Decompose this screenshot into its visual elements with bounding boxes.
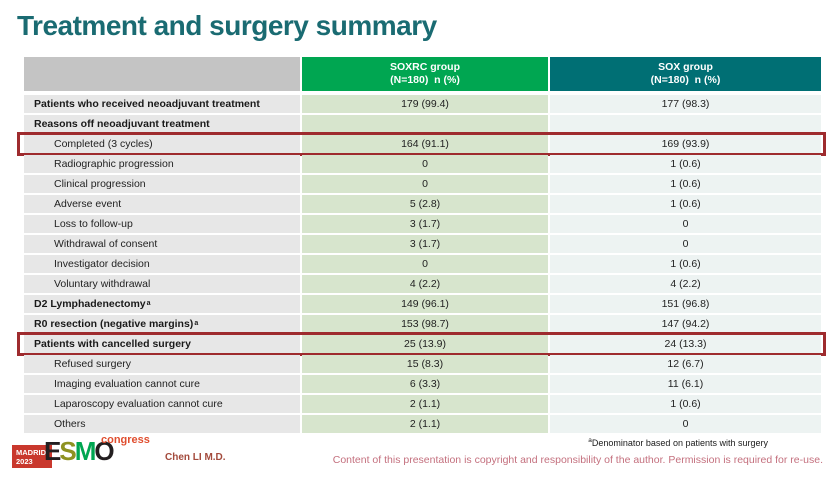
row-label: Voluntary withdrawal: [24, 275, 300, 293]
sox-value: 12 (6.7): [550, 355, 821, 373]
table-row: Clinical progression 0 1 (0.6): [24, 175, 821, 193]
logo-year: 2023: [16, 456, 33, 466]
table-row: Patients with cancelled surgery 25 (13.9)…: [17, 332, 826, 356]
sox-value: 1 (0.6): [550, 395, 821, 413]
row-label: Adverse event: [24, 195, 300, 213]
row-label: Radiographic progression: [24, 155, 300, 173]
table-row: D2 Lymphadenectomy a 149 (96.1) 151 (96.8): [24, 295, 821, 313]
row-label: Patients with cancelled surgery: [24, 335, 300, 353]
sox-value: 151 (96.8): [550, 295, 821, 313]
sox-value: 1 (0.6): [550, 255, 821, 273]
table-row: Reasons off neoadjuvant treatment: [24, 115, 821, 133]
madrid-2023-badge: MADRID 2023: [12, 445, 52, 468]
sox-value: 0: [550, 235, 821, 253]
row-label: Refused surgery: [24, 355, 300, 373]
soxrc-value: 0: [302, 175, 548, 193]
row-label: Patients who received neoadjuvant treatm…: [24, 95, 300, 113]
table-row: Refused surgery 15 (8.3) 12 (6.7): [24, 355, 821, 373]
sox-group-n: (N=180) n (%): [650, 74, 721, 86]
esmo-congress-logo: MADRID 2023 ESMO congress: [10, 434, 150, 472]
row-label: Loss to follow-up: [24, 215, 300, 233]
sox-value: 1 (0.6): [550, 155, 821, 173]
soxrc-value: 5 (2.8): [302, 195, 548, 213]
table-row: Adverse event 5 (2.8) 1 (0.6): [24, 195, 821, 213]
esmo-letter: O: [94, 436, 114, 466]
soxrc-value: 25 (13.9): [302, 335, 548, 353]
author-name: Chen LI M.D.: [165, 452, 226, 463]
table-body: Patients who received neoadjuvant treatm…: [17, 95, 826, 433]
row-label: Reasons off neoadjuvant treatment: [24, 115, 300, 133]
table-row: Completed (3 cycles) 164 (91.1) 169 (93.9): [17, 132, 826, 156]
logo-city: MADRID: [16, 447, 46, 457]
sox-value: 24 (13.3): [550, 335, 821, 353]
soxrc-value: 0: [302, 255, 548, 273]
table-header-row: SOXRC group (N=180) n (%) SOX group (N=1…: [24, 57, 821, 91]
soxrc-value: 4 (2.2): [302, 275, 548, 293]
table-row: Radiographic progression 0 1 (0.6): [24, 155, 821, 173]
table-footnote: aDenominator based on patients with surg…: [588, 437, 768, 448]
row-label: Investigator decision: [24, 255, 300, 273]
table-row: Others 2 (1.1) 0: [24, 415, 821, 433]
sox-value: 11 (6.1): [550, 375, 821, 393]
soxrc-value: 2 (1.1): [302, 395, 548, 413]
soxrc-group-n: (N=180) n (%): [390, 74, 460, 86]
header-cell-sox: SOX group (N=180) n (%): [550, 57, 821, 91]
row-label: Withdrawal of consent: [24, 235, 300, 253]
soxrc-value: 2 (1.1): [302, 415, 548, 433]
sox-value: 169 (93.9): [550, 135, 821, 153]
row-label: Laparoscopy evaluation cannot cure: [24, 395, 300, 413]
esmo-letter: S: [59, 436, 76, 466]
sox-value: 147 (94.2): [550, 315, 821, 333]
sox-value: 1 (0.6): [550, 175, 821, 193]
table-row: Loss to follow-up 3 (1.7) 0: [24, 215, 821, 233]
row-label: D2 Lymphadenectomy a: [24, 295, 300, 313]
sox-group-name: SOX group: [658, 60, 713, 73]
table-row: Voluntary withdrawal 4 (2.2) 4 (2.2): [24, 275, 821, 293]
footnote-text: Denominator based on patients with surge…: [591, 438, 768, 448]
soxrc-value: 6 (3.3): [302, 375, 548, 393]
table-row: Investigator decision 0 1 (0.6): [24, 255, 821, 273]
soxrc-value: 3 (1.7): [302, 235, 548, 253]
soxrc-group-name: SOXRC group: [390, 60, 460, 73]
row-label: Completed (3 cycles): [24, 135, 300, 153]
sox-value: 0: [550, 215, 821, 233]
header-cell-blank: [24, 57, 300, 91]
summary-table: SOXRC group (N=180) n (%) SOX group (N=1…: [17, 57, 826, 435]
soxrc-value: 0: [302, 155, 548, 173]
soxrc-value: 153 (98.7): [302, 315, 548, 333]
sox-value: 1 (0.6): [550, 195, 821, 213]
copyright-notice: Content of this presentation is copyrigh…: [332, 454, 823, 466]
esmo-letter: E: [44, 436, 61, 466]
soxrc-value: 3 (1.7): [302, 215, 548, 233]
table-row: Withdrawal of consent 3 (1.7) 0: [24, 235, 821, 253]
esmo-letters: ESMO: [44, 436, 115, 466]
footnote-marker: a: [588, 437, 592, 444]
table-row: Patients who received neoadjuvant treatm…: [24, 95, 821, 113]
soxrc-value: 179 (99.4): [302, 95, 548, 113]
row-label: Others: [24, 415, 300, 433]
header-cell-soxrc: SOXRC group (N=180) n (%): [302, 57, 548, 91]
sox-value: 0: [550, 415, 821, 433]
soxrc-value: 15 (8.3): [302, 355, 548, 373]
esmo-letter: M: [74, 436, 97, 466]
table-row: Imaging evaluation cannot cure 6 (3.3) 11 …: [24, 375, 821, 393]
row-label: Clinical progression: [24, 175, 300, 193]
soxrc-value: 164 (91.1): [302, 135, 548, 153]
page-title: Treatment and surgery summary: [17, 10, 437, 41]
table-row: R0 resection (negative margins) a 153 (98.…: [24, 315, 821, 333]
sox-value: 4 (2.2): [550, 275, 821, 293]
row-label: R0 resection (negative margins) a: [24, 315, 300, 333]
sox-value: 177 (98.3): [550, 95, 821, 113]
sox-value: [550, 115, 821, 133]
row-label: Imaging evaluation cannot cure: [24, 375, 300, 393]
soxrc-value: 149 (96.1): [302, 295, 548, 313]
table-row: Laparoscopy evaluation cannot cure 2 (1.1…: [24, 395, 821, 413]
congress-label: congress: [101, 434, 150, 446]
soxrc-value: [302, 115, 548, 133]
